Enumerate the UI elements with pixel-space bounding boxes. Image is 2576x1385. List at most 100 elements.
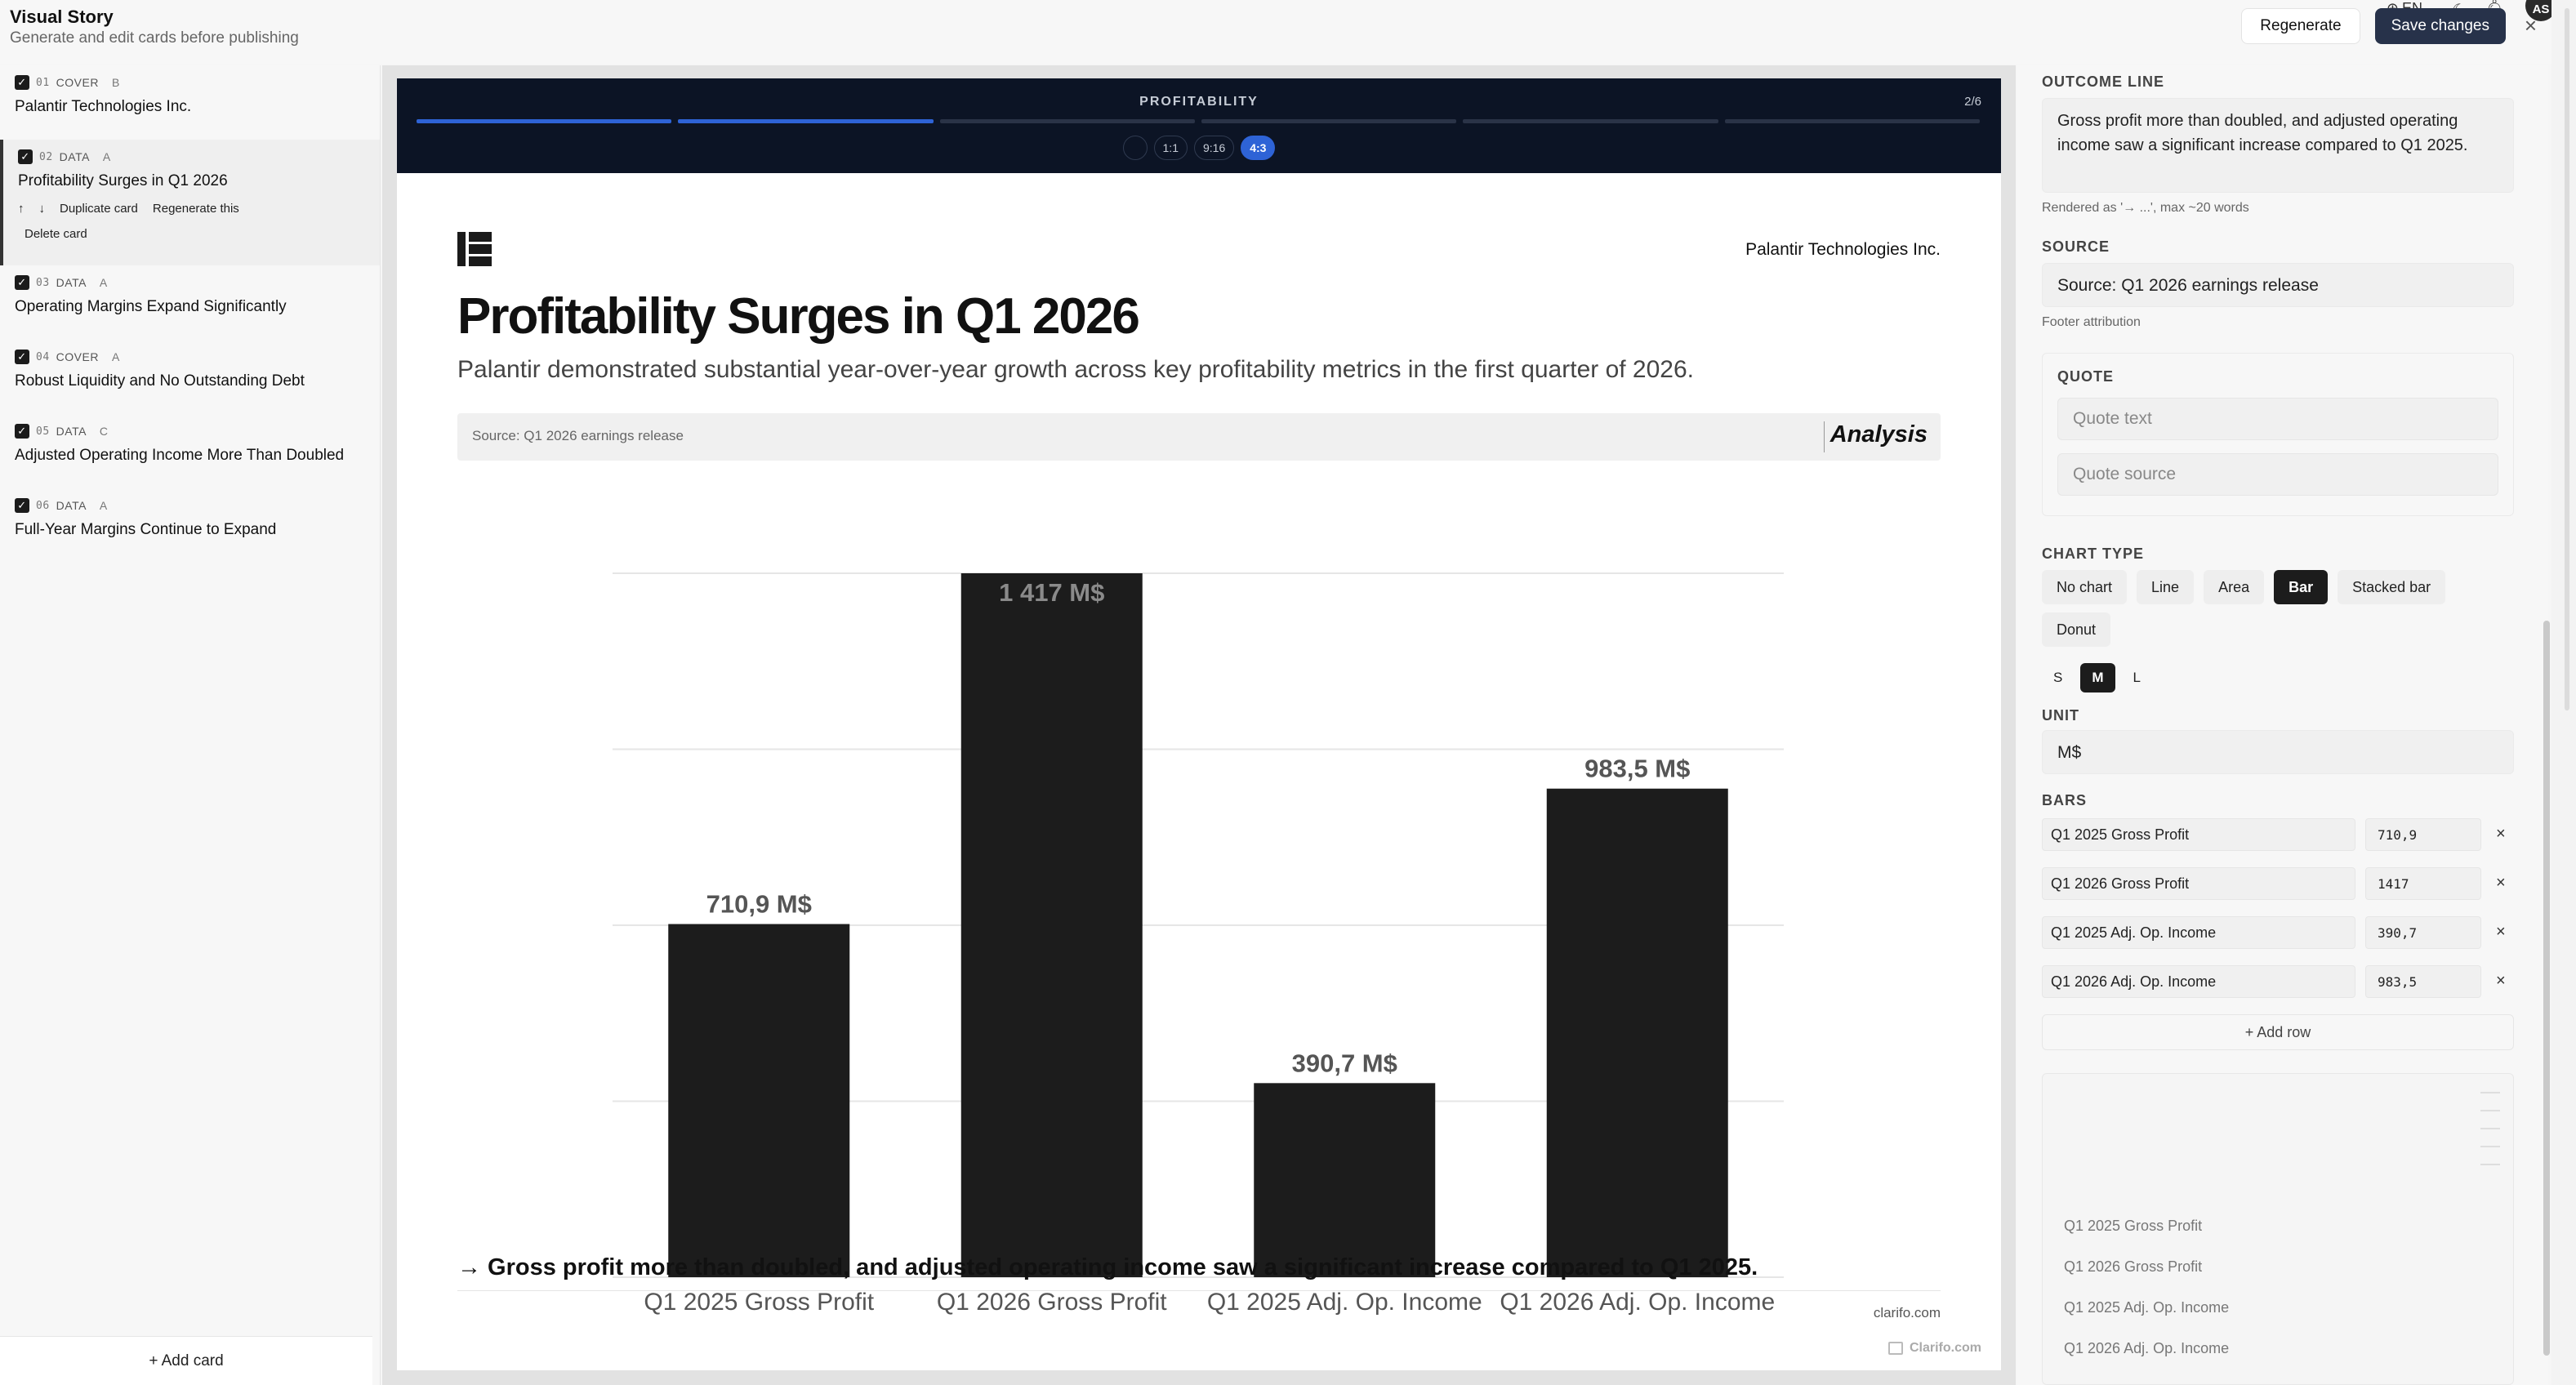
progress-segment [1724, 119, 1980, 123]
size-l-button[interactable]: L [2133, 670, 2141, 685]
bars-label: BARS [2042, 792, 2088, 808]
move-up-arrow-icon[interactable]: ↑ [18, 202, 25, 216]
card-variant: A [99, 276, 108, 289]
add-card-button[interactable]: + Add card [0, 1336, 372, 1385]
aspect-ratio-switch: 1:1 9:16 4:3 [397, 136, 2001, 160]
company-name: Palantir Technologies Inc. [1745, 240, 1941, 259]
source-text: Source: Q1 2026 earnings release [472, 428, 684, 443]
chart-type-line[interactable]: Line [2137, 570, 2195, 604]
card-variant: A [99, 499, 108, 512]
chart-type-bar[interactable]: Bar [2274, 570, 2329, 604]
analysis-badge: Analysis [1829, 421, 1928, 448]
page-scrollbar-track[interactable] [2565, 8, 2569, 710]
preview-label: Q1 2026 Adj. Op. Income [2064, 1340, 2230, 1356]
bar [960, 573, 1143, 1277]
move-down-arrow-icon[interactable]: ↓ [38, 202, 46, 216]
chart-type-chips-row2: Donut [2042, 612, 2111, 647]
chart-size-chips: S M L [2042, 663, 2152, 692]
chart-type-donut[interactable]: Donut [2042, 612, 2111, 647]
card-checkbox[interactable]: ✓ [15, 275, 29, 290]
size-s-button[interactable]: S [2053, 670, 2063, 685]
bar-row: Q1 2026 Gross Profit 1417 × [2042, 867, 2514, 900]
preview-label: Q1 2025 Gross Profit [2064, 1218, 2203, 1234]
card-checkbox[interactable]: ✓ [15, 498, 29, 513]
bar-name-input[interactable]: Q1 2026 Adj. Op. Income [2042, 965, 2355, 998]
chart-type-label: CHART TYPE [2042, 546, 2145, 562]
card-type-tag: COVER [56, 76, 99, 89]
preview-gridlines [2480, 1092, 2500, 1182]
quote-source-input[interactable]: Quote source [2057, 453, 2498, 496]
ratio-auto-button[interactable] [1122, 136, 1148, 160]
duplicate-card-button[interactable]: Duplicate card [60, 202, 138, 216]
remove-bar-close-icon[interactable]: × [2496, 825, 2506, 843]
card-title: Full-Year Margins Continue to Expand [15, 521, 277, 538]
card-checkbox[interactable]: ✓ [18, 149, 33, 164]
editor-scrollbar-thumb[interactable] [2543, 621, 2550, 1356]
bar-name-input[interactable]: Q1 2026 Gross Profit [2042, 867, 2355, 900]
outcome-line-textarea[interactable]: Gross profit more than doubled, and adju… [2042, 98, 2514, 193]
unit-input[interactable]: M$ [2042, 730, 2514, 774]
brand-logo-icon [457, 232, 492, 266]
regenerate-button[interactable]: Regenerate [2241, 8, 2360, 44]
ratio-1-1-button[interactable]: 1:1 [1153, 136, 1188, 160]
card-number: 01 [36, 76, 50, 89]
card-list-item[interactable]: ✓ 03 DATA A Operating Margins Expand Signifi… [0, 265, 380, 340]
bar-value-input[interactable]: 710,9 [2365, 818, 2481, 851]
add-row-button[interactable]: + Add row [2042, 1014, 2514, 1050]
card-type-tag: DATA [56, 425, 87, 438]
ratio-9-16-button[interactable]: 9:16 [1193, 136, 1235, 160]
slide-title: Profitability Surges in Q1 2026 [457, 288, 1140, 345]
card-number: 03 [36, 276, 50, 289]
ratio-4-3-button[interactable]: 4:3 [1241, 136, 1276, 160]
remove-bar-close-icon[interactable]: × [2496, 923, 2506, 941]
category-label: Q1 2026 Gross Profit [937, 1289, 1167, 1316]
top-bar: Visual Story Generate and edit cards bef… [0, 0, 2576, 64]
quote-text-input[interactable]: Quote text [2057, 398, 2498, 440]
bar-row: Q1 2026 Adj. Op. Income 983,5 × [2042, 965, 2514, 998]
card-type-tag: COVER [56, 350, 99, 363]
bar [1546, 788, 1728, 1277]
card-meta: ✓ 05 DATA C [15, 424, 365, 439]
outcome-line: → Gross profit more than doubled, and ad… [457, 1254, 1758, 1280]
chart-type-stacked-bar[interactable]: Stacked bar [2338, 570, 2446, 604]
card-number: 04 [36, 350, 50, 363]
size-m-button[interactable]: M [2080, 663, 2115, 692]
card-list-item[interactable]: ✓ 02 DATA A Profitability Surges in Q1 2026 ↑… [0, 140, 380, 265]
remove-bar-close-icon[interactable]: × [2496, 972, 2506, 990]
card-list-item[interactable]: ✓ 05 DATA C Adjusted Operating Income More T… [0, 414, 380, 488]
card-checkbox[interactable]: ✓ [15, 350, 29, 364]
card-checkbox[interactable]: ✓ [15, 424, 29, 439]
save-changes-button[interactable]: Save changes [2374, 8, 2506, 44]
slide-preview: PROFITABILITY 2/6 1:1 9:16 4:3 [397, 78, 2001, 1370]
bar-name-input[interactable]: Q1 2025 Gross Profit [2042, 818, 2355, 851]
card-list-item[interactable]: ✓ 06 DATA A Full-Year Margins Continue to Ex… [0, 488, 380, 563]
card-list: ✓ 01 COVER B Palantir Technologies Inc. ✓ 02 DA… [0, 65, 380, 563]
bar-value-input[interactable]: 390,7 [2365, 916, 2481, 949]
app-subtitle: Generate and edit cards before publishin… [10, 29, 299, 47]
watermark: Clarifo.com [1887, 1341, 1981, 1356]
card-list-item[interactable]: ✓ 01 COVER B Palantir Technologies Inc. [0, 65, 380, 140]
card-title: Operating Margins Expand Significantly [15, 298, 287, 315]
card-checkbox[interactable]: ✓ [15, 75, 29, 90]
remove-bar-close-icon[interactable]: × [2496, 874, 2506, 892]
source-input[interactable]: Source: Q1 2026 earnings release [2042, 263, 2514, 307]
bar [668, 924, 850, 1277]
divider [1824, 421, 1825, 452]
delete-card-button[interactable]: Delete card [25, 227, 87, 241]
bar-name-input[interactable]: Q1 2025 Adj. Op. Income [2042, 916, 2355, 949]
regenerate-this-button[interactable]: Regenerate this [152, 202, 239, 216]
bar-value-label: 390,7 M$ [1292, 1049, 1397, 1077]
chart-type-no-chart[interactable]: No chart [2042, 570, 2128, 604]
card-number: 05 [36, 425, 50, 438]
close-icon[interactable]: × [2524, 13, 2537, 38]
bar-value-input[interactable]: 983,5 [2365, 965, 2481, 998]
source-bar: Source: Q1 2026 earnings release Analysi… [457, 413, 1941, 461]
card-number: 06 [36, 499, 50, 512]
page-scrollbar[interactable] [2551, 0, 2576, 1385]
card-list-item[interactable]: ✓ 04 COVER A Robust Liquidity and No Outstan… [0, 340, 380, 414]
card-meta: ✓ 03 DATA A [15, 275, 365, 290]
category-label: Q1 2026 Adj. Op. Income [1500, 1289, 1775, 1316]
chart-type-area[interactable]: Area [2204, 570, 2265, 604]
bar-value-input[interactable]: 1417 [2365, 867, 2481, 900]
card-meta: ✓ 04 COVER A [15, 350, 365, 364]
